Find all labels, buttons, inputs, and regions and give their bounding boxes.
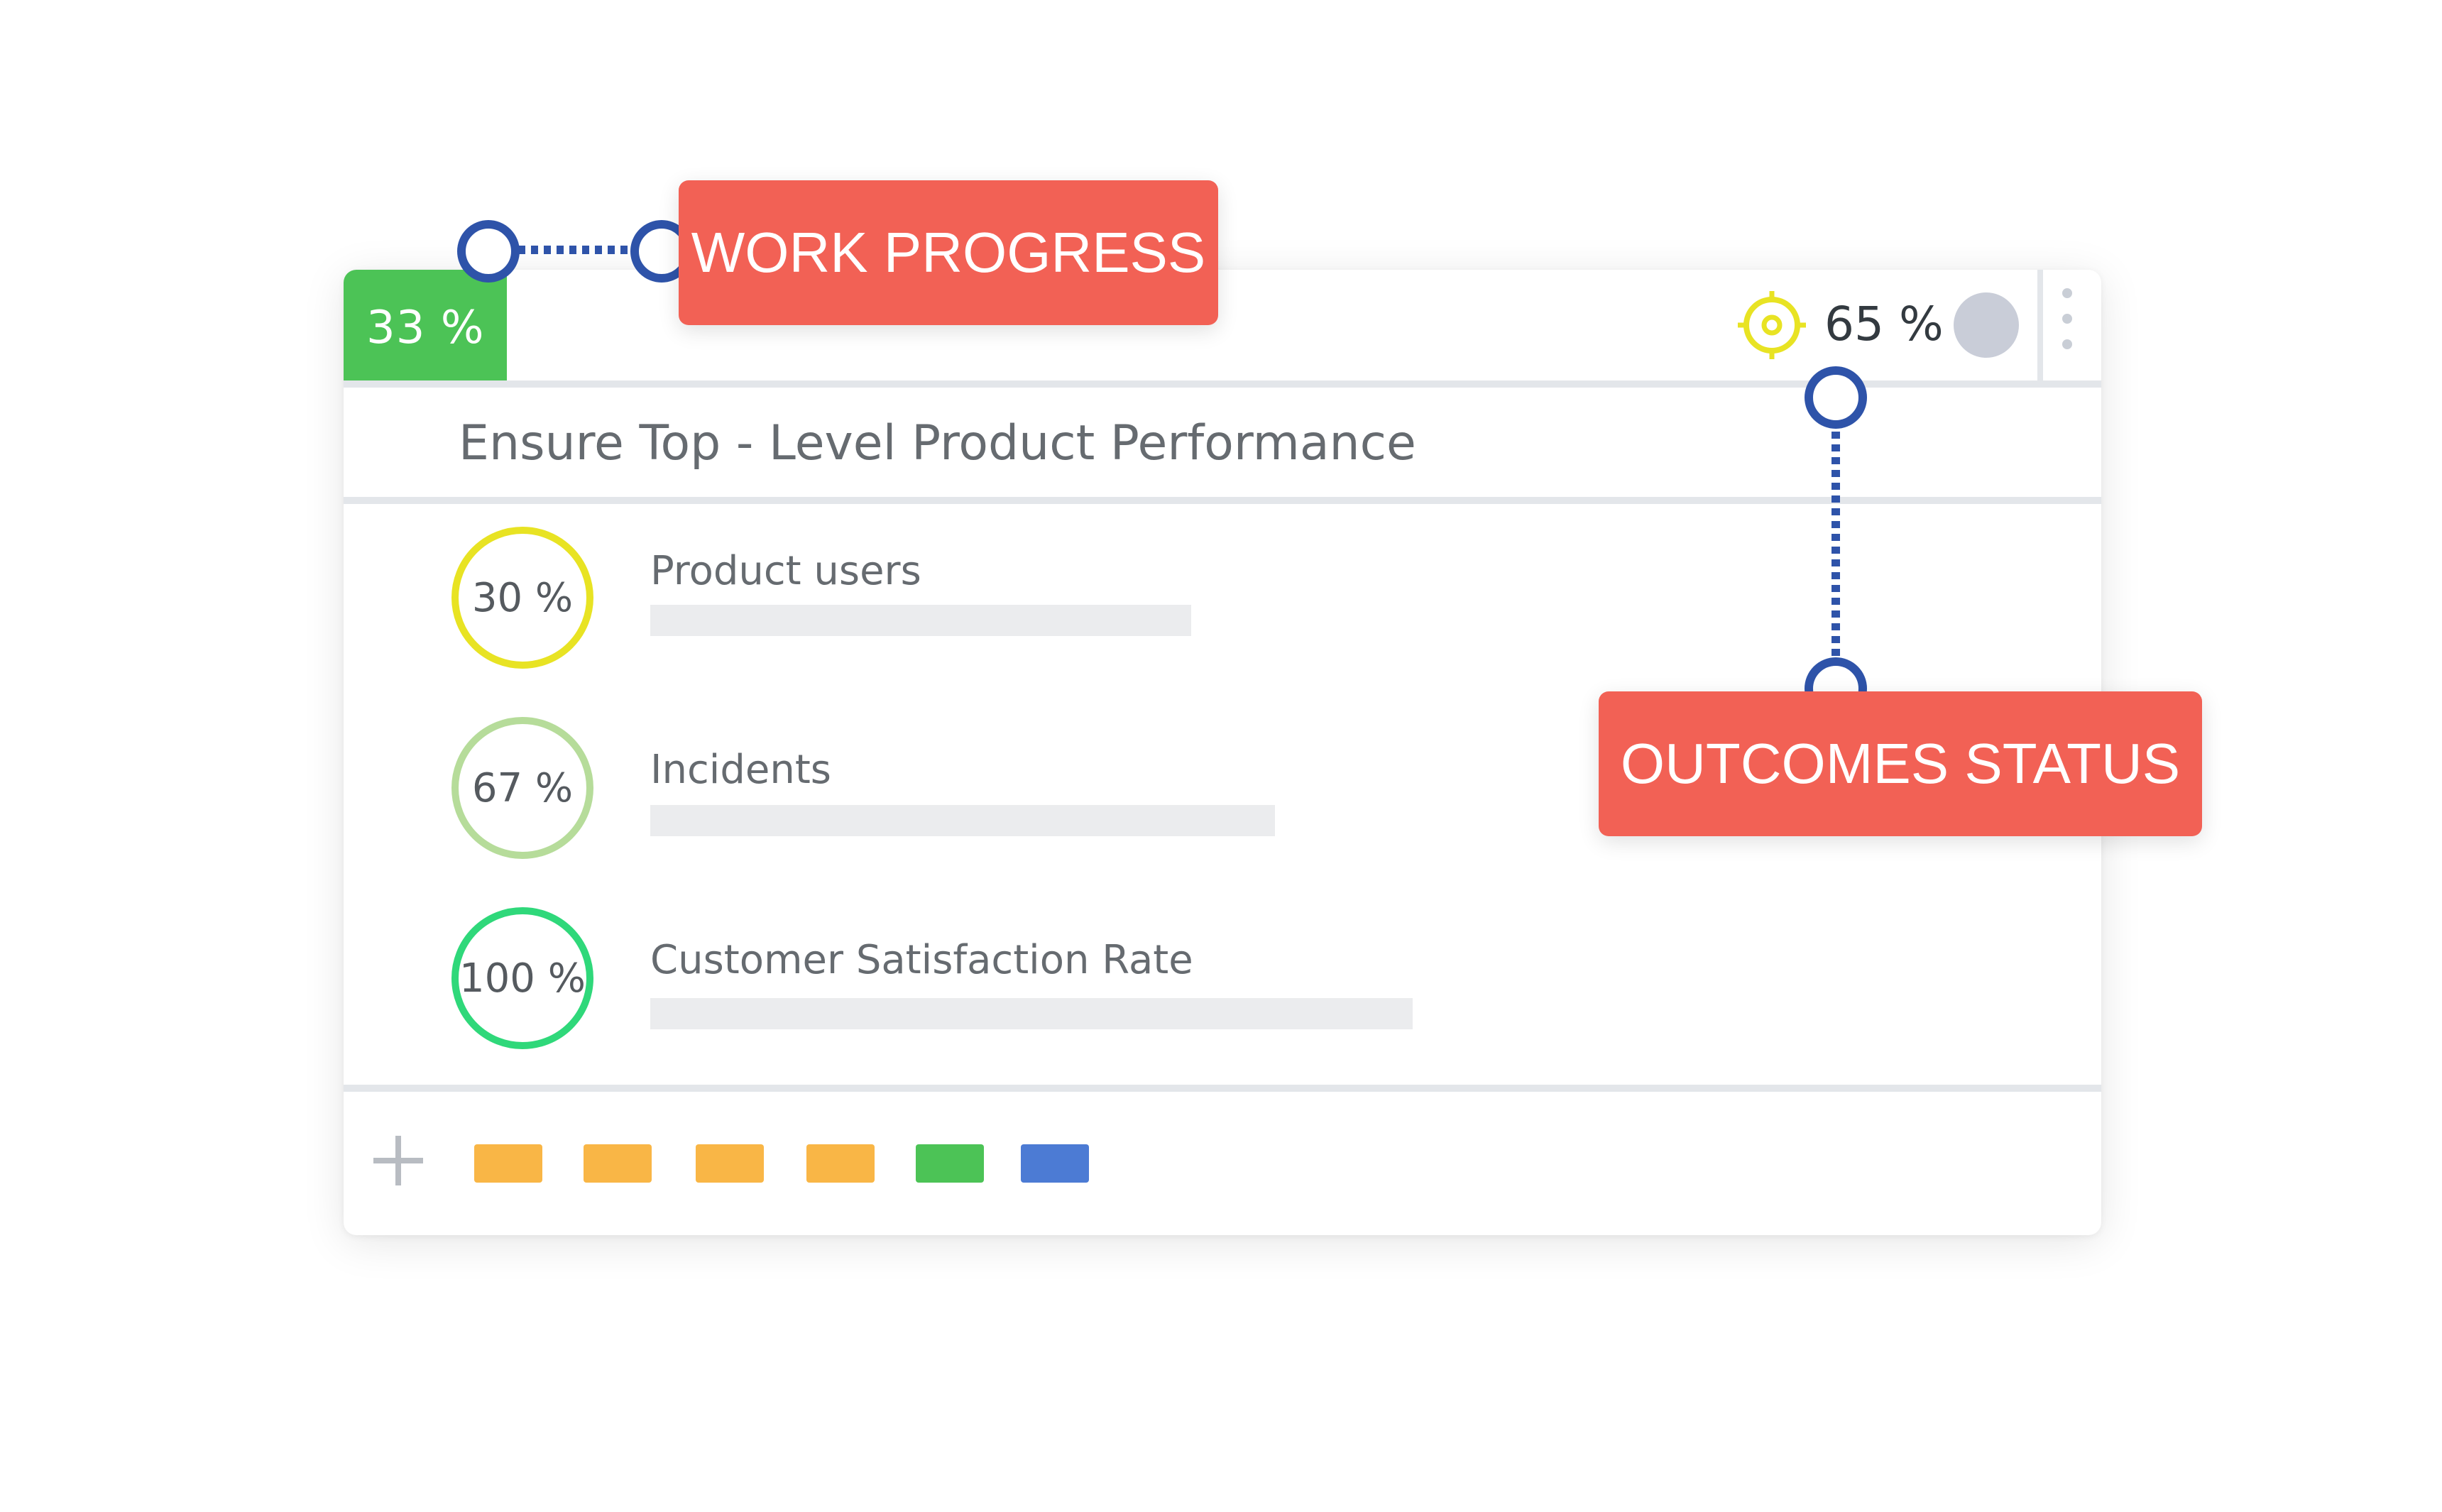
key-result-label[interactable]: Incidents <box>650 747 831 793</box>
title-separator <box>344 497 2101 504</box>
tag-chip[interactable] <box>696 1144 764 1183</box>
menu-dot <box>2062 314 2072 324</box>
tag-chip[interactable] <box>916 1144 984 1183</box>
menu-dot <box>2062 339 2072 349</box>
key-result-percent: 67 % <box>471 765 574 811</box>
key-result-percent: 30 % <box>471 574 574 621</box>
tag-chip[interactable] <box>806 1144 875 1183</box>
avatar[interactable] <box>1954 292 2019 358</box>
work-progress-callout-text: WORK PROGRESS <box>691 221 1206 284</box>
work-progress-badge[interactable]: 33 % <box>344 270 507 386</box>
key-result-bar <box>650 805 1275 836</box>
footer-separator <box>344 1085 2101 1092</box>
tag-chip[interactable] <box>584 1144 652 1183</box>
key-result-bar <box>650 605 1191 636</box>
header-separator <box>344 380 2101 388</box>
key-result-label[interactable]: Customer Satisfaction Rate <box>650 937 1193 983</box>
outcomes-status-callout: OUTCOMES STATUS <box>1599 691 2202 836</box>
connector-node <box>1805 366 1867 429</box>
key-result-label[interactable]: Product users <box>650 548 921 594</box>
outcome-status-percent: 65 % <box>1824 297 1944 351</box>
key-result-bar <box>650 998 1413 1029</box>
key-result-progress-ring: 30 % <box>451 527 593 669</box>
objective-title[interactable]: Ensure Top - Level Product Performance <box>459 415 1416 471</box>
plus-icon[interactable] <box>373 1136 423 1185</box>
key-result-progress-ring: 67 % <box>451 717 593 859</box>
menu-dot <box>2062 288 2072 298</box>
outcomes-status-callout-text: OUTCOMES STATUS <box>1620 732 2181 795</box>
work-progress-callout: WORK PROGRESS <box>679 180 1218 325</box>
tag-chip[interactable] <box>1021 1144 1089 1183</box>
header-divider <box>2037 270 2043 380</box>
target-icon <box>1738 291 1806 359</box>
tag-chip[interactable] <box>474 1144 542 1183</box>
more-options-icon[interactable] <box>2060 288 2074 359</box>
key-result-percent: 100 % <box>459 955 586 1002</box>
key-result-progress-ring: 100 % <box>451 907 593 1049</box>
connector-node <box>457 220 520 283</box>
